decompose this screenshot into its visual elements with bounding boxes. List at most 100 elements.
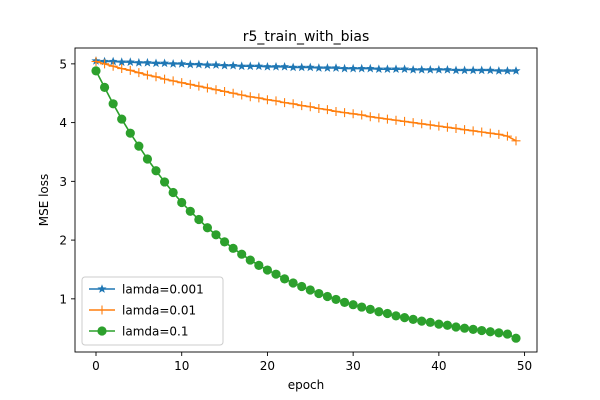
- data-point: [194, 81, 204, 91]
- data-point: [502, 131, 512, 141]
- data-point: [494, 129, 504, 139]
- data-point: [502, 329, 513, 339]
- data-point: [142, 57, 152, 67]
- y-tick-label: 5: [59, 57, 67, 71]
- data-point: [417, 316, 427, 326]
- data-point: [271, 62, 281, 71]
- legend-entry: lamda=0.01: [89, 304, 196, 318]
- data-point: [322, 105, 332, 115]
- data-point: [374, 113, 384, 123]
- y-axis-label: MSE loss: [37, 174, 51, 227]
- data-point: [297, 281, 307, 292]
- data-point: [91, 57, 101, 67]
- data-point: [340, 108, 350, 118]
- data-point: [271, 269, 281, 279]
- data-point: [134, 57, 144, 67]
- data-point: [160, 74, 170, 84]
- data-point: [331, 294, 341, 305]
- data-point: [245, 92, 255, 102]
- data-point: [134, 141, 144, 151]
- data-point: [237, 61, 247, 71]
- data-point: [220, 86, 230, 96]
- data-point: [400, 64, 410, 74]
- series-layer: [91, 56, 521, 343]
- data-point: [254, 61, 264, 71]
- series-2: [91, 57, 521, 146]
- data-point: [262, 95, 272, 105]
- data-point: [357, 63, 367, 73]
- x-tick-label: 50: [517, 359, 532, 373]
- data-point: [485, 128, 495, 138]
- data-point: [477, 65, 487, 75]
- data-point: [339, 297, 350, 307]
- data-point: [314, 288, 324, 299]
- data-point: [168, 76, 178, 86]
- data-point: [357, 302, 367, 312]
- data-point: [142, 70, 152, 80]
- data-point: [194, 214, 204, 225]
- data-point: [391, 311, 401, 321]
- legend-label: lamda=0.001: [122, 283, 204, 297]
- data-point: [271, 96, 281, 106]
- data-point: [314, 63, 324, 72]
- data-point: [305, 102, 315, 112]
- data-point: [219, 237, 230, 247]
- data-point: [280, 98, 290, 108]
- legend-label: lamda=0.1: [122, 325, 189, 339]
- legend-box: [81, 276, 224, 346]
- data-point: [477, 325, 487, 336]
- data-point: [460, 125, 470, 135]
- data-point: [125, 57, 135, 66]
- data-point: [417, 119, 427, 129]
- data-point: [451, 123, 461, 133]
- data-point: [382, 308, 393, 319]
- data-point: [202, 60, 212, 69]
- data-point: [511, 333, 521, 343]
- data-point: [477, 127, 487, 137]
- data-point: [425, 64, 435, 74]
- data-point: [151, 72, 161, 82]
- data-point: [100, 59, 110, 69]
- data-point: [348, 300, 358, 310]
- data-point: [400, 116, 410, 126]
- data-point: [348, 63, 358, 73]
- data-point: [262, 265, 273, 275]
- data-point: [134, 68, 144, 78]
- data-point: [425, 317, 435, 327]
- data-point: [168, 187, 178, 198]
- data-point: [391, 115, 401, 125]
- data-point: [391, 64, 401, 74]
- legend-marker: [97, 326, 107, 336]
- data-point: [185, 59, 195, 69]
- legend-marker: [97, 284, 107, 293]
- legend-entry: lamda=0.001: [89, 283, 204, 297]
- data-point: [494, 328, 504, 338]
- data-point: [485, 327, 495, 337]
- data-point: [468, 65, 478, 75]
- data-point: [442, 320, 453, 330]
- data-point: [280, 62, 290, 71]
- data-point: [425, 120, 435, 130]
- data-point: [485, 65, 495, 75]
- data-point: [151, 58, 161, 68]
- x-axis-label: epoch: [288, 378, 325, 392]
- data-point: [288, 99, 298, 109]
- data-point: [494, 66, 504, 75]
- y-axis-ticks: 1 2 3 4 5: [59, 57, 75, 306]
- x-tick-label: 20: [260, 359, 275, 373]
- data-point: [460, 65, 470, 75]
- data-point: [502, 66, 512, 75]
- data-point: [468, 126, 478, 136]
- data-point: [511, 136, 521, 146]
- data-point: [331, 106, 341, 116]
- data-point: [211, 230, 221, 240]
- data-point: [305, 285, 315, 295]
- data-point: [151, 166, 161, 176]
- data-point: [254, 260, 264, 270]
- x-tick-label: 10: [174, 359, 189, 373]
- data-point: [322, 63, 332, 72]
- y-tick-label: 3: [59, 175, 67, 189]
- data-point: [142, 154, 153, 164]
- data-point: [357, 110, 367, 120]
- data-point: [434, 64, 444, 74]
